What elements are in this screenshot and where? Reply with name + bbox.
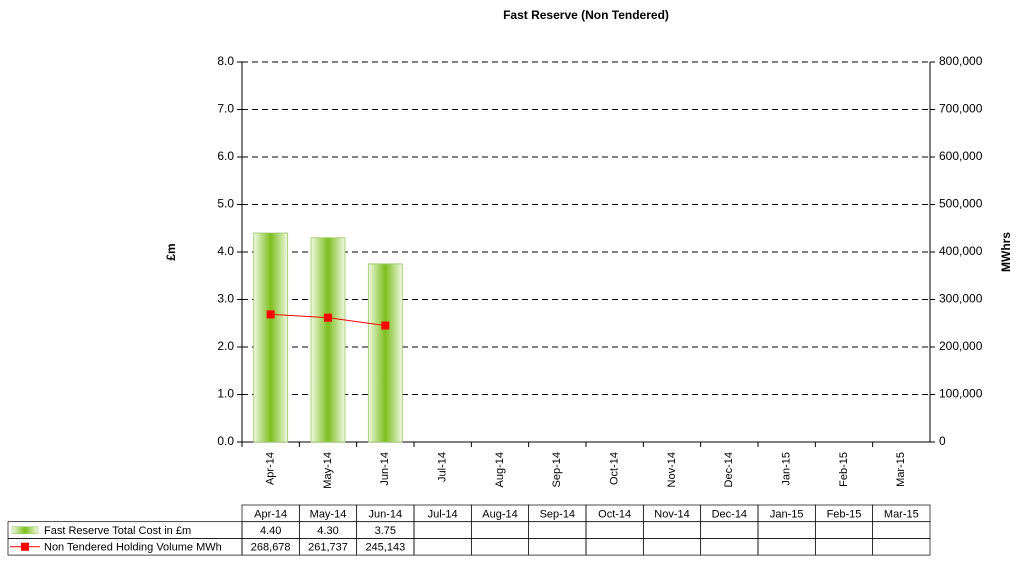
- bar: [253, 232, 289, 443]
- table-cell: [642, 538, 702, 556]
- table-header: Feb-15: [827, 508, 862, 520]
- table-cell: [700, 521, 759, 539]
- table-value: 268,678: [251, 542, 291, 554]
- y-tick-label: 3.0: [217, 292, 234, 306]
- x-tick-label: Jun-14: [379, 452, 391, 486]
- y-tick-label: 7.0: [217, 102, 234, 116]
- y2-tick-label: 600,000: [939, 149, 983, 163]
- x-tick-label: Sep-14: [551, 452, 563, 487]
- x-tick-label: Jul-14: [437, 452, 449, 482]
- table-cell: [757, 521, 816, 539]
- x-tick-label: May-14: [322, 452, 334, 489]
- bar: [367, 263, 403, 443]
- y2-tick-label: 100,000: [939, 387, 983, 401]
- x-tick-label: Nov-14: [666, 452, 678, 487]
- table-cell: [700, 538, 759, 556]
- table-cell: [413, 538, 472, 556]
- x-tick-label: Oct-14: [609, 452, 621, 485]
- table-cell: [872, 538, 931, 556]
- y2-tick-label: 200,000: [939, 339, 983, 353]
- y-tick-label: 1.0: [217, 387, 234, 401]
- table-cell: [757, 538, 816, 556]
- table-cell: [814, 521, 874, 539]
- table-value: 245,143: [365, 542, 405, 554]
- x-tick-label: Dec-14: [723, 452, 735, 487]
- table-header: Dec-14: [712, 508, 747, 520]
- table-cell: [470, 538, 530, 556]
- table-header: May-14: [310, 508, 347, 520]
- table-header: Sep-14: [540, 508, 575, 520]
- bar: [310, 237, 346, 443]
- table-cell: [872, 521, 931, 539]
- table-cell: [528, 538, 587, 556]
- table-value: 3.75: [375, 525, 396, 537]
- y-axis-title: £m: [164, 243, 178, 260]
- legend-label: Non Tendered Holding Volume MWh: [44, 542, 222, 554]
- chart-title: Fast Reserve (Non Tendered): [503, 8, 669, 22]
- y2-tick-label: 500,000: [939, 197, 983, 211]
- x-tick-label: Feb-15: [838, 452, 850, 487]
- y2-axis-title: MWhrs: [999, 232, 1013, 272]
- table-header: Aug-14: [482, 508, 517, 520]
- y2-tick-label: 800,000: [939, 54, 983, 68]
- line-marker: [266, 310, 275, 319]
- table-value: 4.40: [260, 525, 281, 537]
- legend-marker: [21, 542, 29, 551]
- y-tick-label: 8.0: [217, 54, 234, 68]
- table-cell: [585, 538, 644, 556]
- table-header: Apr-14: [254, 508, 287, 520]
- table-value: 261,737: [308, 542, 348, 554]
- x-tick-label: Mar-15: [895, 452, 907, 487]
- y-tick-label: 4.0: [217, 244, 234, 258]
- legend-label: Fast Reserve Total Cost in £m: [44, 525, 191, 537]
- table-header: Nov-14: [654, 508, 689, 520]
- table-cell: [585, 521, 644, 539]
- table-header: Jun-14: [369, 508, 403, 520]
- y2-tick-label: 400,000: [939, 244, 983, 258]
- table-value: 4.30: [317, 525, 338, 537]
- y-tick-label: 2.0: [217, 339, 234, 353]
- y2-tick-label: 300,000: [939, 292, 983, 306]
- table-header: Oct-14: [598, 508, 631, 520]
- y2-tick-label: 700,000: [939, 102, 983, 116]
- line-marker: [324, 313, 332, 322]
- x-tick-label: Aug-14: [494, 452, 506, 487]
- table-cell: [642, 521, 702, 539]
- y-tick-label: 5.0: [217, 197, 234, 211]
- table-cell: [470, 521, 530, 539]
- y-tick-label: 6.0: [217, 149, 234, 163]
- y-tick-label: 0.0: [217, 434, 234, 448]
- line-marker: [381, 321, 390, 330]
- table-cell: [814, 538, 874, 556]
- table-cell: [413, 521, 472, 539]
- y2-tick-label: 0: [939, 434, 946, 448]
- table-cell: [528, 521, 587, 539]
- table-header: Jan-15: [770, 508, 804, 520]
- x-tick-label: Jan-15: [781, 452, 793, 486]
- table-header: Jul-14: [428, 508, 458, 520]
- x-tick-label: Apr-14: [265, 452, 277, 485]
- legend-swatch: [11, 526, 39, 535]
- table-header: Mar-15: [884, 508, 919, 520]
